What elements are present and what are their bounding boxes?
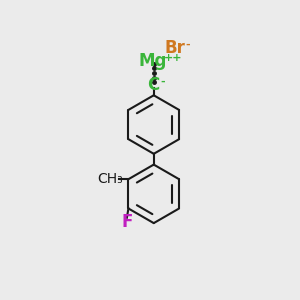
- Text: -: -: [160, 76, 164, 86]
- Text: C: C: [147, 76, 159, 94]
- Text: Mg: Mg: [139, 52, 167, 70]
- Text: ++: ++: [164, 53, 182, 63]
- Text: -: -: [185, 40, 190, 50]
- Text: CH₃: CH₃: [97, 172, 123, 186]
- Text: F: F: [121, 213, 133, 231]
- Text: Br: Br: [165, 38, 186, 56]
